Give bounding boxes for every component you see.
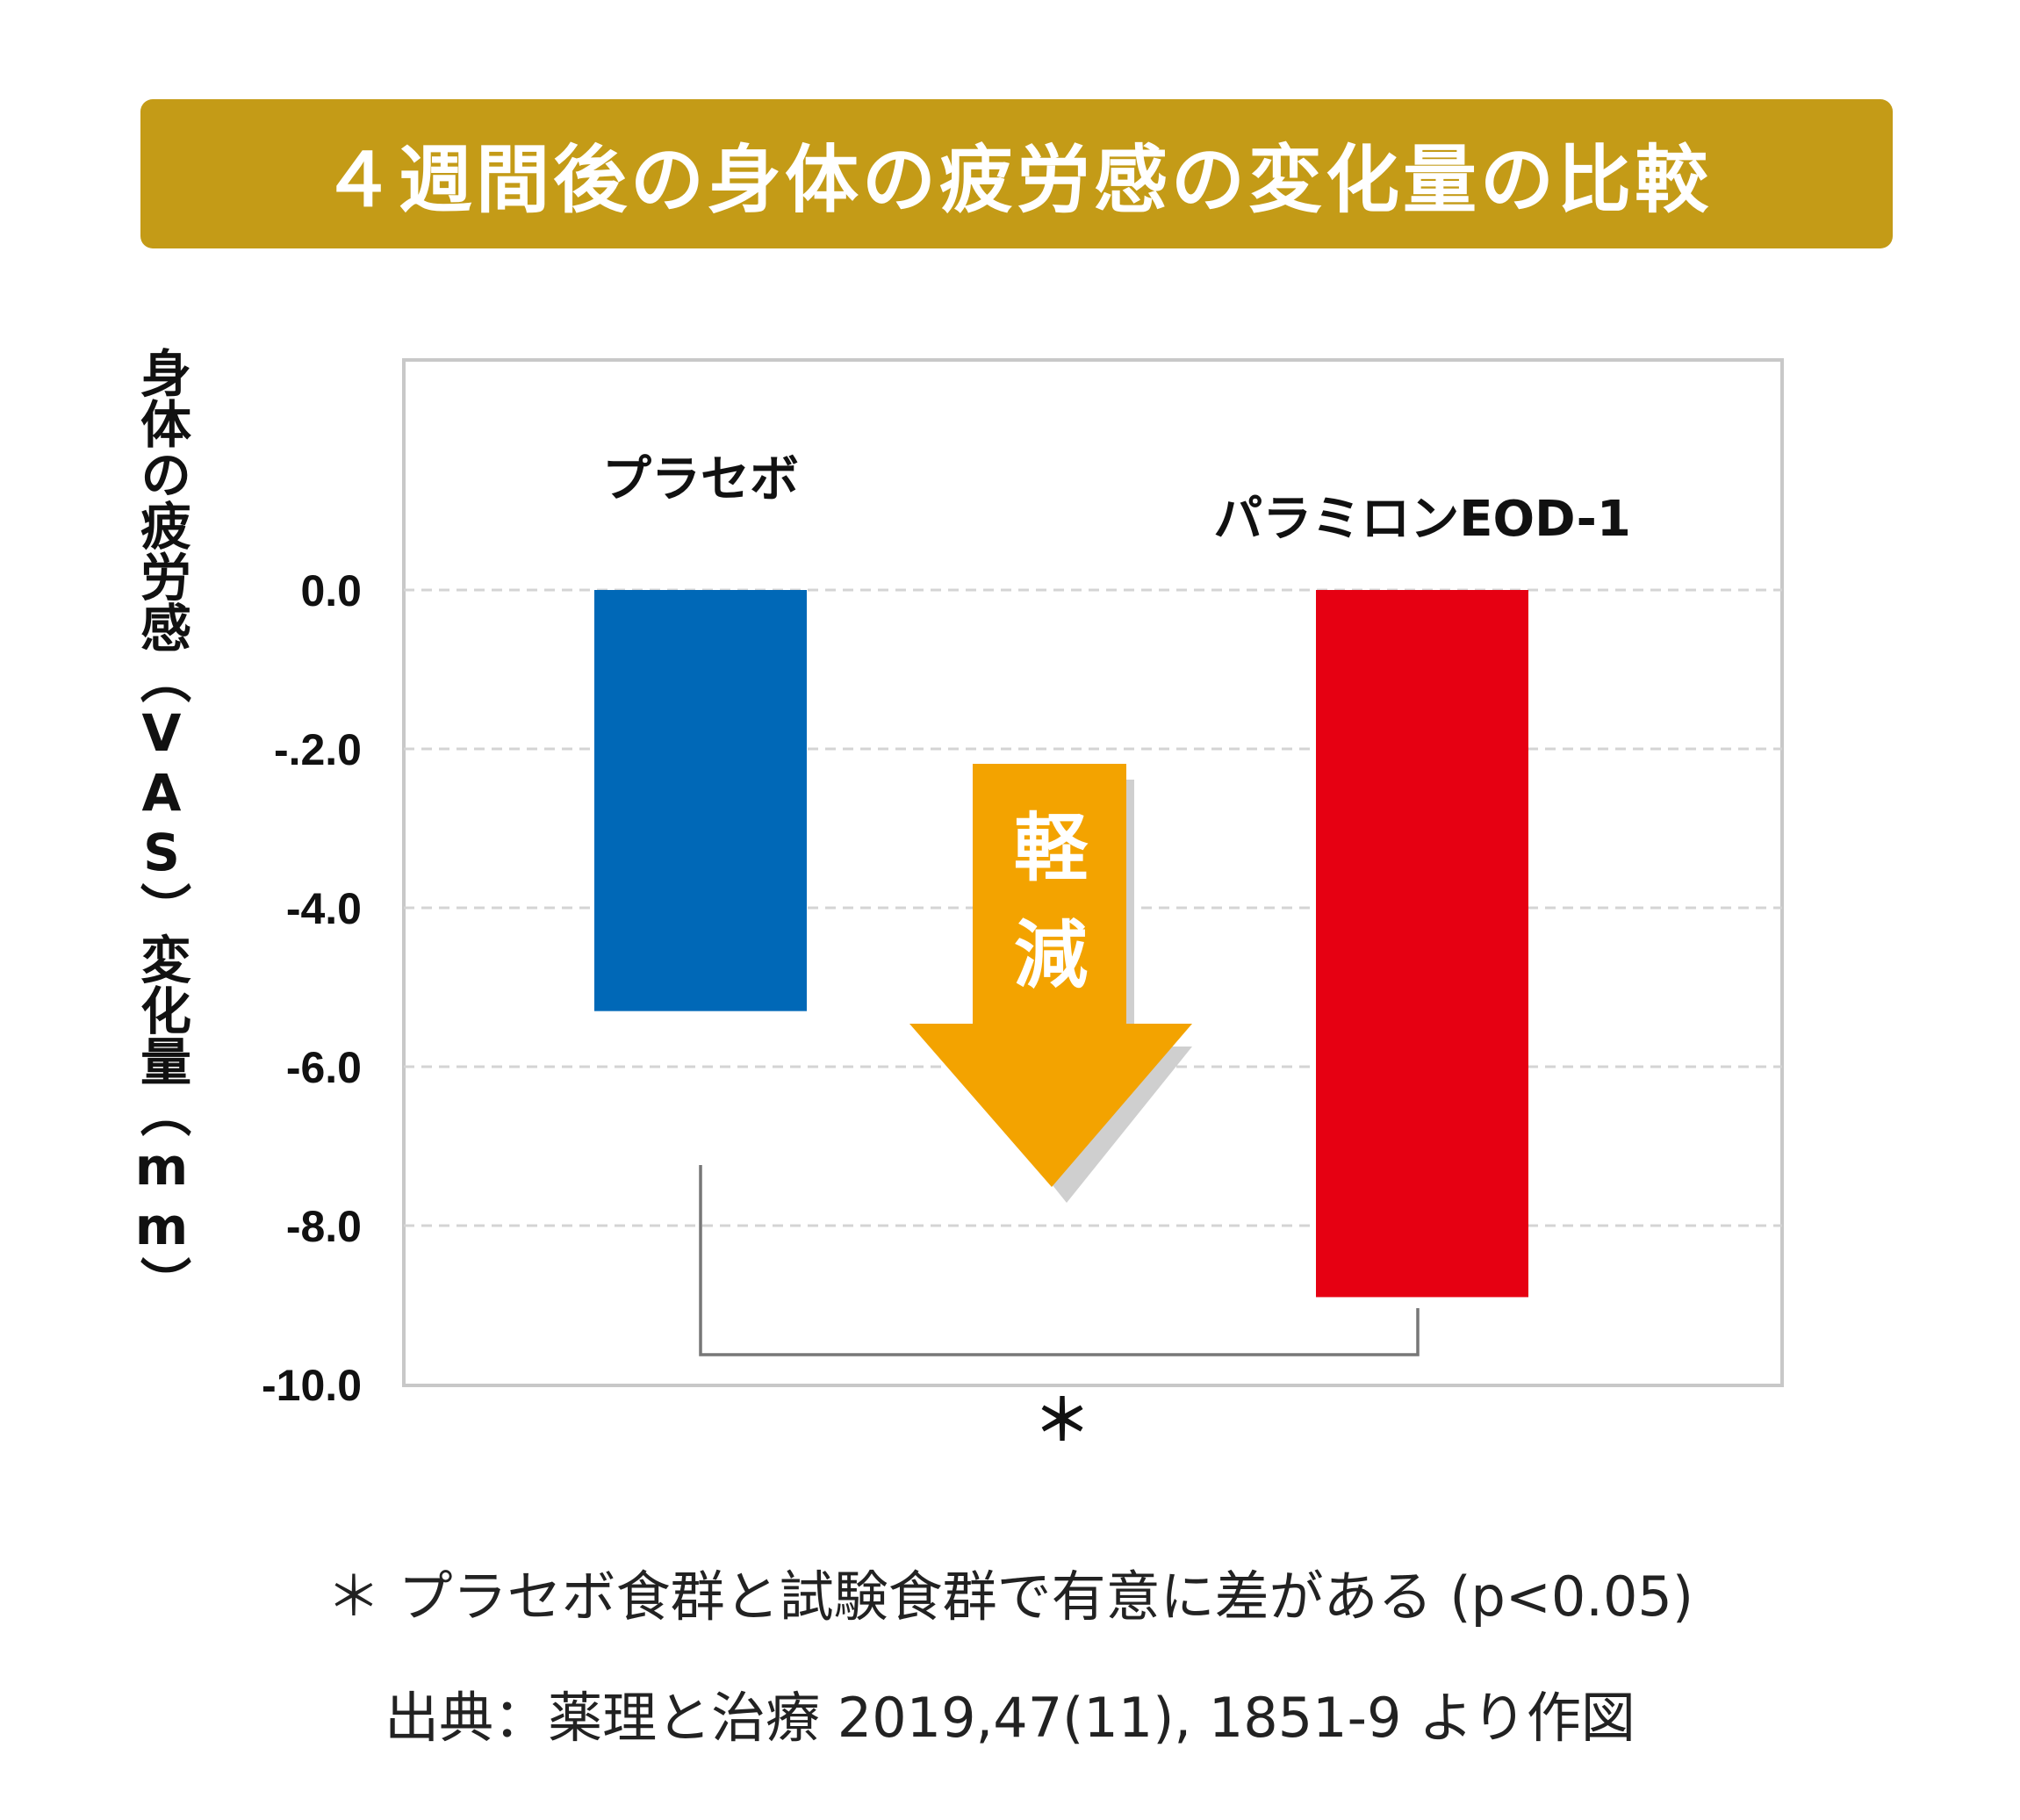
significance-bracket: [699, 1165, 1420, 1356]
arrow-label-char-1: 軽: [1014, 805, 1089, 891]
chart-title: ４週間後の身体の疲労感の変化量の比較: [320, 136, 1712, 223]
plot-area-frame: [402, 358, 1784, 1387]
significance-mark: ＊: [1034, 1389, 1090, 1454]
category-label-placebo: プラセボ: [602, 451, 799, 508]
chart-title-banner: ４週間後の身体の疲労感の変化量の比較: [140, 99, 1893, 248]
y-tick-label: -6.0: [286, 1043, 362, 1092]
bar-placebo: [594, 590, 807, 1011]
arrow-label-char-2: 減: [1014, 912, 1088, 998]
y-tick-label: -4.0: [286, 884, 362, 933]
y-tick-label: -8.0: [286, 1202, 362, 1251]
category-label-paramylon-eod1: パラミロンEOD-1: [1213, 491, 1631, 548]
y-tick-label: 0.0: [300, 566, 362, 615]
reduction-arrow: [909, 764, 1192, 1187]
footnote: ＊ プラセボ食群と試験食群で有意に差がある (p<0.05): [326, 1565, 1694, 1629]
y-tick-label: -.2.0: [274, 725, 362, 774]
y-axis-label: 身体の疲労感（VAS）変化量（mm）: [132, 347, 191, 1307]
source-citation: 出典：薬理と治療 2019,47(11), 1851-9 より作図: [385, 1686, 1635, 1750]
y-tick-label: -10.0: [262, 1361, 362, 1410]
bar-paramylon-eod1: [1316, 590, 1528, 1298]
